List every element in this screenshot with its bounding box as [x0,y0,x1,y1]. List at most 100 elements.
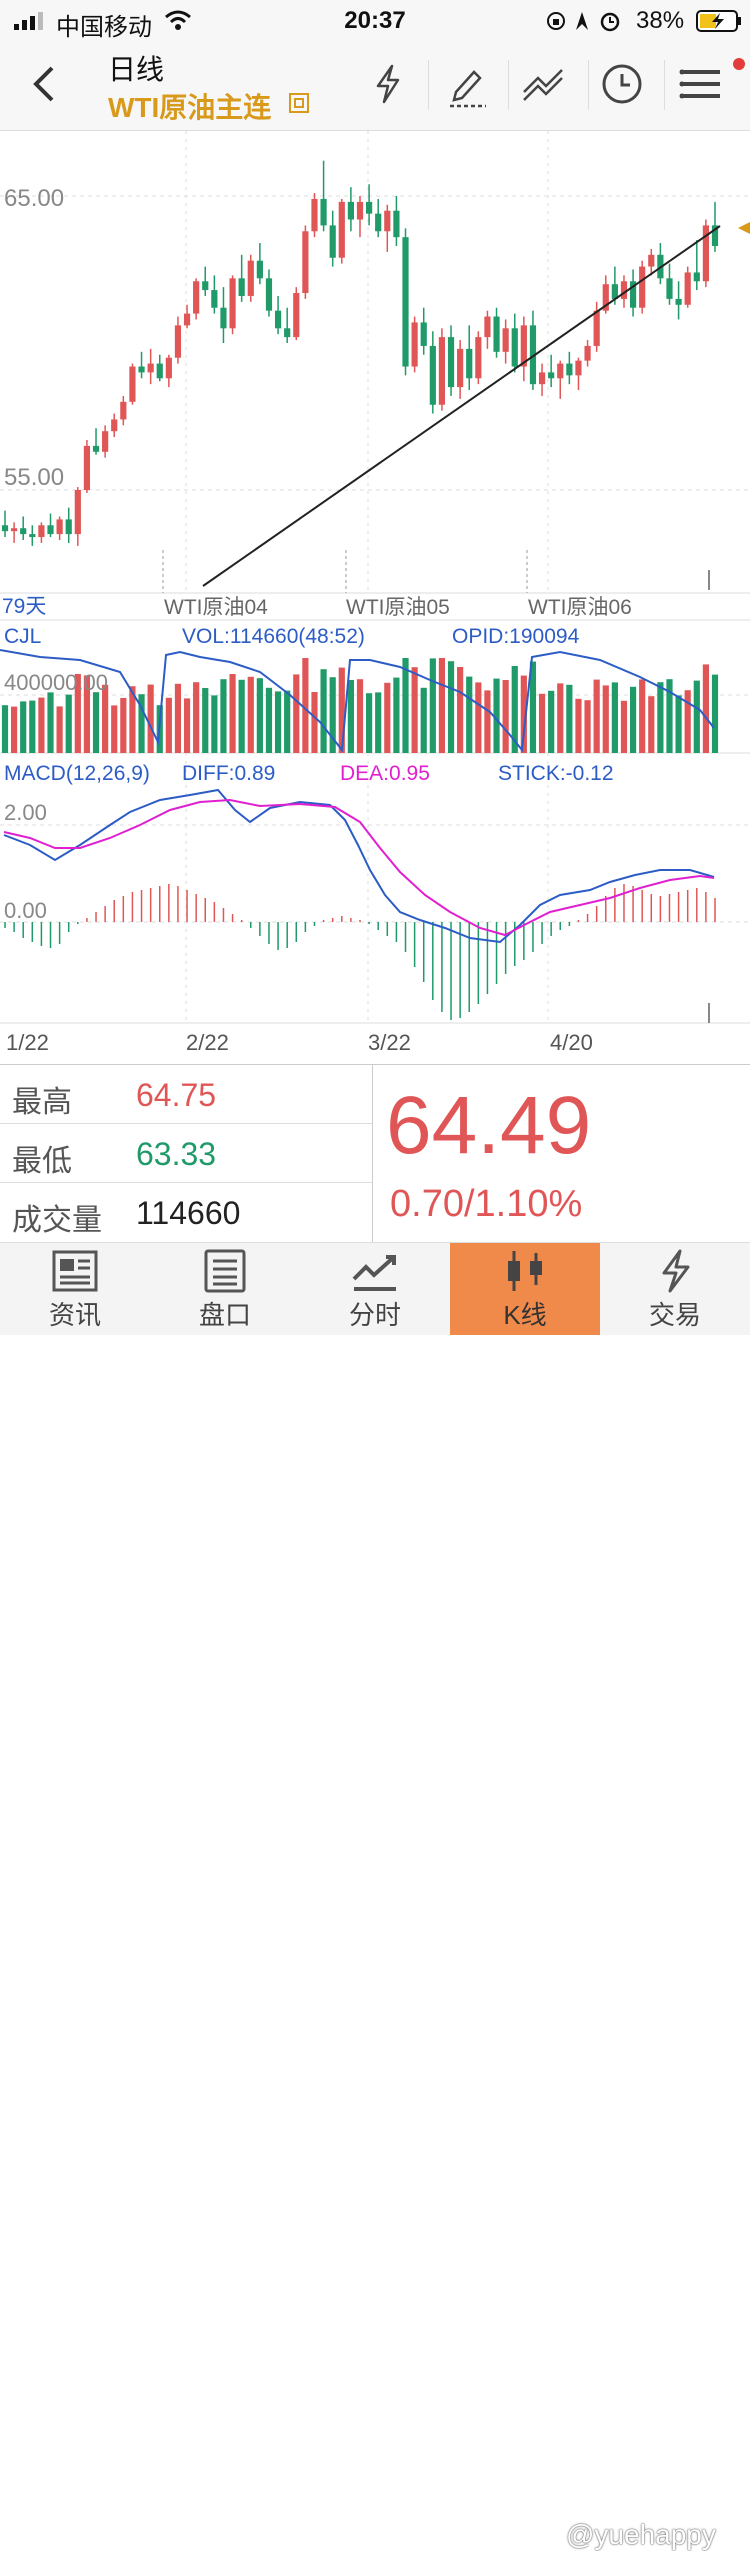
candle-body [384,210,391,232]
carrier-name: 中国移动 [56,14,152,41]
volume-bar [265,687,273,753]
volume-bar [120,698,127,753]
candlestick-icon [508,1251,542,1291]
volume-bar [702,664,709,753]
candle-body [429,345,436,405]
switch-contract-icon[interactable] [288,92,310,114]
candle-body [557,363,564,379]
signal-icon [14,12,43,30]
volume-bar [620,700,628,753]
high-value: 64.75 [136,1077,217,1113]
indicator-icon[interactable] [514,54,574,114]
candle-body [484,316,491,338]
candle-body [338,201,345,258]
candle-body [402,237,409,367]
volume-bar [174,683,182,753]
volume-bar [274,691,282,753]
candle-body [620,281,628,299]
volume-bar [129,686,136,753]
candle-body [311,198,318,232]
candle-body [420,322,427,346]
dea-readout: DEA:0.95 [340,762,430,785]
volume-bar [65,694,72,753]
volume-bar [639,679,646,753]
volume-bar [74,674,81,753]
volume-bar [557,683,564,753]
volume-bar [111,705,118,753]
volume-bar [493,678,500,753]
candle-body [92,445,100,452]
candle-body [211,290,218,308]
candle-body [265,278,273,311]
candle-body [193,281,200,314]
flash-order-icon[interactable] [358,54,418,114]
volume-bar [147,684,154,753]
notification-dot [733,58,745,70]
price-change: 0.70/1.10% [390,1183,583,1225]
vol-y-label: 400000.00 [4,670,108,695]
tab-trade[interactable]: 交易 [600,1243,750,1335]
candle-body [129,366,136,402]
tab-kline[interactable]: K线 [450,1243,600,1335]
volume-bar [302,658,309,753]
candle-body [575,360,582,376]
volume-bar [520,675,527,753]
volume-bar [466,676,473,753]
volume-bar [529,661,537,753]
candlestick-chart[interactable]: 65.00 55.00 79天 WTI原油04 WTI原油05 WTI原油06 … [0,131,750,1063]
quote-panel: 最高 64.75 最低 63.33 成交量 114660 64.49 0.70/… [0,1064,750,1243]
tab-label-news: 资讯 [48,1300,101,1330]
x-label-1: 2/22 [186,1030,229,1055]
volume-value: 114660 [136,1195,241,1231]
candle-body [475,337,482,379]
volume-bar [447,661,455,753]
volume-bar [366,693,373,753]
volume-bar [229,674,236,753]
volume-bar [675,695,682,753]
volume-bar [56,706,63,753]
candle-body [220,307,227,329]
candle-body [20,528,27,535]
menu-icon[interactable] [672,54,732,114]
volume-bar [347,680,354,753]
candle-body [375,213,382,232]
contract-label-06: WTI原油06 [528,596,632,619]
candle-body [648,254,655,267]
candle-body [411,322,418,367]
volume-bar [575,698,582,753]
volume-bar [393,677,400,753]
low-value: 63.33 [136,1136,217,1172]
volume-bar [657,682,664,753]
candle-body [675,298,682,305]
candle-body [83,445,91,490]
back-arrow-icon[interactable] [28,64,58,104]
volume-bar [320,669,327,753]
low-label: 最低 [12,1145,72,1178]
candle-body [502,328,509,352]
tab-news[interactable]: 资讯 [0,1243,150,1335]
candle-body [202,281,209,291]
volume-bar [438,658,446,753]
quote-stats: 最高 64.75 最低 63.33 成交量 114660 [0,1065,373,1243]
candle-body [74,490,81,535]
candle-body [38,525,45,538]
candle-body [602,284,609,311]
candle-body [56,519,63,535]
volume-bar [384,682,391,753]
vol-readout: VOL:114660(48:52) [182,625,365,648]
candle-body [29,534,36,538]
draw-tool-icon[interactable] [438,54,498,114]
clock-icon[interactable] [592,54,652,114]
volume-bar [38,697,45,753]
candle-body [156,363,163,379]
tab-orderbook[interactable]: 盘口 [150,1243,300,1335]
contract-name[interactable]: WTI原油主连 [108,92,272,123]
candle-body [711,225,719,246]
candle-body [11,528,18,532]
candle-body [466,348,473,379]
candle-body [1,525,9,532]
price-marker-icon [738,222,750,234]
candle-body [174,325,182,358]
tab-timeshare[interactable]: 分时 [300,1243,450,1335]
volume-bar [193,682,200,753]
